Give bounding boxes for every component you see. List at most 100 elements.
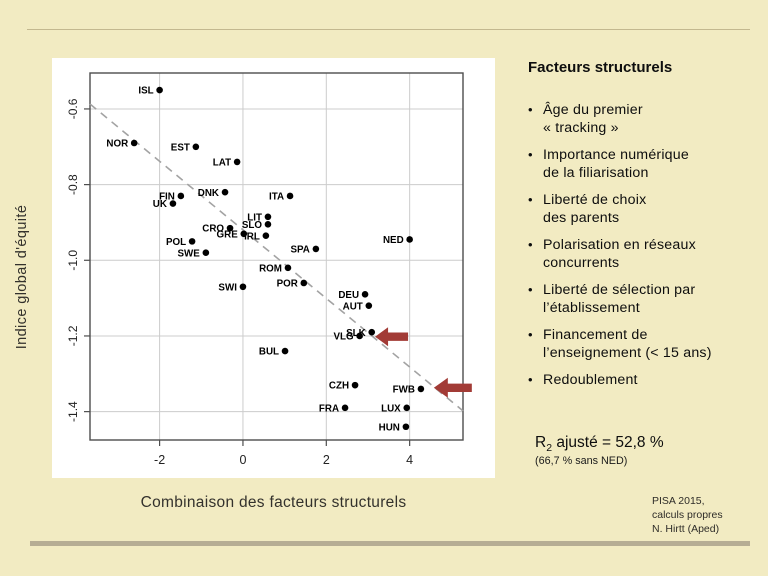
factor-text: Liberté de sélection par l’établissement xyxy=(543,282,696,316)
point-label-BUL: BUL xyxy=(259,347,279,358)
point-label-VLG: VLG xyxy=(334,332,355,343)
bullet-icon: • xyxy=(528,147,533,162)
data-point-SPA xyxy=(312,245,320,253)
point-label-DNK: DNK xyxy=(198,188,219,199)
data-point-POR xyxy=(300,279,308,287)
point-label-LUX: LUX xyxy=(381,403,401,414)
factor-text: Importance numérique de la filiarisation xyxy=(543,147,689,181)
data-point-NED xyxy=(406,236,413,243)
point-label-HUN: HUN xyxy=(379,422,400,433)
chart-panel: -2 0 2 4 -0.6 -0.8 -1.0 -1.2 -1.4 ISL NOR EST LAT FIN… xyxy=(52,58,495,478)
point-label-SPA: SPA xyxy=(290,245,309,256)
point-label-SLO: SLO xyxy=(242,220,263,231)
data-point-SWI xyxy=(239,283,247,291)
data-point-CRO xyxy=(226,224,234,232)
point-label-ISL: ISL xyxy=(138,86,153,97)
data-point-AUT xyxy=(365,302,373,309)
data-point-FWB xyxy=(417,385,425,393)
point-label-SWI: SWI xyxy=(218,282,237,293)
factor-text: Financement de l’enseignement (< 15 ans) xyxy=(543,327,712,361)
plot-border xyxy=(89,72,464,441)
point-label-DEU: DEU xyxy=(338,290,359,301)
factor-item: • Liberté de sélection par l’établisseme… xyxy=(528,281,760,317)
point-label-SLK: SLK xyxy=(346,328,366,339)
trend-line xyxy=(89,103,464,412)
structural-factors-panel: Facteurs structurels • Âge du premier « … xyxy=(528,60,760,398)
top-rule xyxy=(27,29,750,30)
point-label-SWE: SWE xyxy=(178,248,201,259)
point-label-FIN: FIN xyxy=(159,192,175,203)
bullet-icon: • xyxy=(528,282,533,297)
annotation-arrow-VLG xyxy=(375,327,409,347)
data-point-LAT xyxy=(233,158,241,166)
point-label-NOR: NOR xyxy=(106,139,128,150)
data-point-HUN xyxy=(402,423,410,431)
data-point-SLO xyxy=(264,221,272,228)
data-point-VLG xyxy=(356,332,363,340)
data-point-ROM xyxy=(284,264,292,272)
point-label-FWB: FWB xyxy=(393,385,415,396)
y-tick-label: -1.2 xyxy=(66,325,80,346)
factor-item: • Polarisation en réseaux concurrents xyxy=(528,236,760,272)
data-point-POL xyxy=(188,238,196,245)
panel-heading: Facteurs structurels xyxy=(528,59,673,76)
factor-text: Polarisation en réseaux concurrents xyxy=(543,237,696,271)
factor-text: Âge du premier « tracking » xyxy=(543,102,643,136)
factor-text: Redoublement xyxy=(543,372,638,388)
x-tick-label: 2 xyxy=(323,453,330,467)
data-point-DEU xyxy=(361,291,369,298)
r2-subscript: 2 xyxy=(546,442,553,455)
bottom-rule xyxy=(30,541,750,546)
data-point-IRL xyxy=(262,232,270,239)
data-point-UK xyxy=(169,200,177,207)
factor-item: • Liberté de choix des parents xyxy=(528,191,760,227)
y-tick-label: -0.8 xyxy=(66,174,80,195)
data-point-ISL xyxy=(156,86,163,94)
point-label-POR: POR xyxy=(277,279,298,290)
y-tick-label: -1.4 xyxy=(66,401,80,422)
x-tick-label: 4 xyxy=(406,453,413,467)
factor-text: Liberté de choix des parents xyxy=(543,192,647,226)
data-point-NOR xyxy=(130,139,138,147)
point-label-ROM: ROM xyxy=(259,263,282,274)
factor-item: • Importance numérique de la filiarisati… xyxy=(528,146,760,182)
bullet-icon: • xyxy=(528,237,533,252)
point-label-AUT: AUT xyxy=(343,301,363,312)
point-label-ITA: ITA xyxy=(269,192,284,203)
bullet-icon: • xyxy=(528,372,533,387)
data-point-BUL xyxy=(281,347,289,355)
source-credit: PISA 2015, calculs propres N. Hirtt (Ape… xyxy=(652,495,723,535)
data-point-EST xyxy=(192,143,200,151)
point-label-IRL: IRL xyxy=(244,231,260,242)
point-label-GRE: GRE xyxy=(217,229,239,240)
data-point-LIT xyxy=(264,213,272,221)
data-point-GRE xyxy=(240,230,248,238)
data-point-FRA xyxy=(341,404,349,412)
data-point-LUX xyxy=(403,404,411,412)
y-tick-label: -1.0 xyxy=(66,250,80,271)
point-label-NED: NED xyxy=(383,235,404,246)
point-label-FRA: FRA xyxy=(319,403,339,414)
r2-note: (66,7 % sans NED) xyxy=(535,455,628,467)
point-label-CRO: CRO xyxy=(202,224,224,235)
bullet-icon: • xyxy=(528,192,533,207)
x-tick-label: -2 xyxy=(154,453,165,467)
data-point-FIN xyxy=(177,192,185,200)
annotation-arrow-FWB xyxy=(433,377,472,398)
x-tick-label: 0 xyxy=(239,453,246,467)
data-point-CZH xyxy=(351,381,359,389)
data-point-SLK xyxy=(368,328,376,336)
scatter-plot: -2 0 2 4 -0.6 -0.8 -1.0 -1.2 -1.4 ISL NOR EST LAT FIN… xyxy=(66,72,472,467)
data-point-DNK xyxy=(221,188,229,196)
point-label-LAT: LAT xyxy=(213,158,231,169)
factor-item: • Redoublement xyxy=(528,371,760,389)
data-point-SWE xyxy=(202,249,210,257)
bullet-icon: • xyxy=(528,327,533,342)
y-axis-label: Indice global d'équité xyxy=(14,204,30,350)
point-label-UK: UK xyxy=(153,199,167,210)
point-label-POL: POL xyxy=(166,237,186,248)
bullet-icon: • xyxy=(528,102,533,117)
point-label-CZH: CZH xyxy=(329,381,349,392)
x-axis-label: Combinaison des facteurs structurels xyxy=(140,494,407,511)
